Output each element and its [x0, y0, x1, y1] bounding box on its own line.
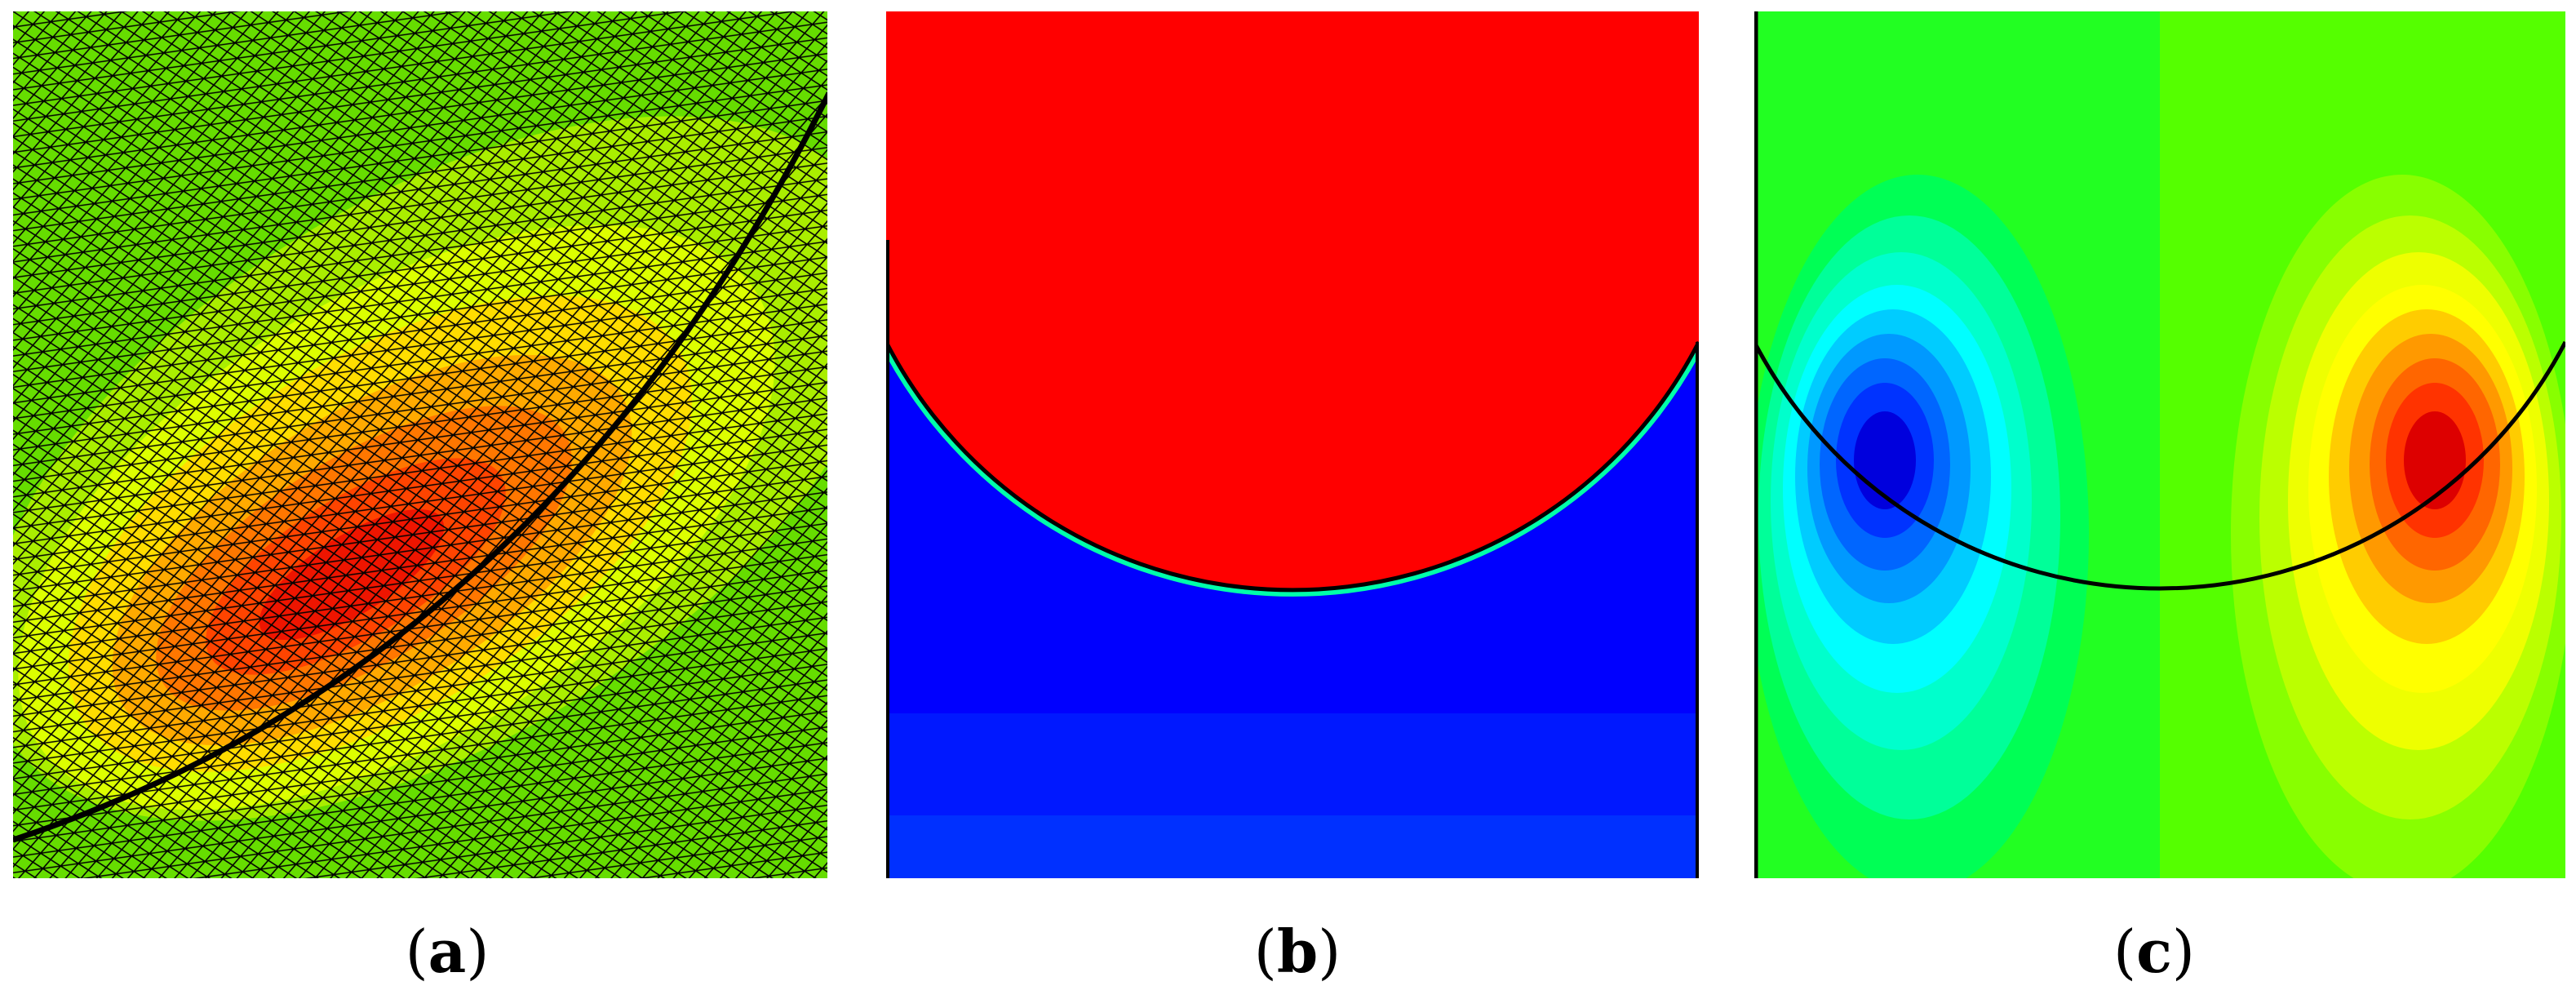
negative-lobe — [1754, 175, 2089, 878]
blue-band-1 — [886, 713, 1699, 815]
panel-b-figure — [886, 11, 1699, 878]
interface-curve — [13, 91, 827, 843]
caption-b: (b) — [1253, 917, 1341, 986]
interface-curve — [886, 340, 1699, 593]
panel-c-dipole-field — [1754, 11, 2565, 878]
caption-b-letter: b — [1276, 917, 1319, 986]
caption-a-letter: a — [428, 917, 467, 986]
panel-a-mesh-contour — [13, 11, 827, 878]
panel-c-figure — [1754, 11, 2565, 878]
interface-curve — [1754, 340, 2565, 591]
positive-lobe — [2231, 175, 2565, 878]
caption-c-letter: c — [2136, 917, 2172, 986]
red-drop-region — [886, 11, 1699, 590]
caption-c: (c) — [2113, 917, 2196, 986]
triangular-mesh — [13, 11, 827, 878]
blue-band-2 — [886, 815, 1699, 878]
panel-a-figure — [13, 11, 827, 878]
panel-b-phase-field — [886, 11, 1699, 878]
caption-a: (a) — [405, 917, 490, 986]
